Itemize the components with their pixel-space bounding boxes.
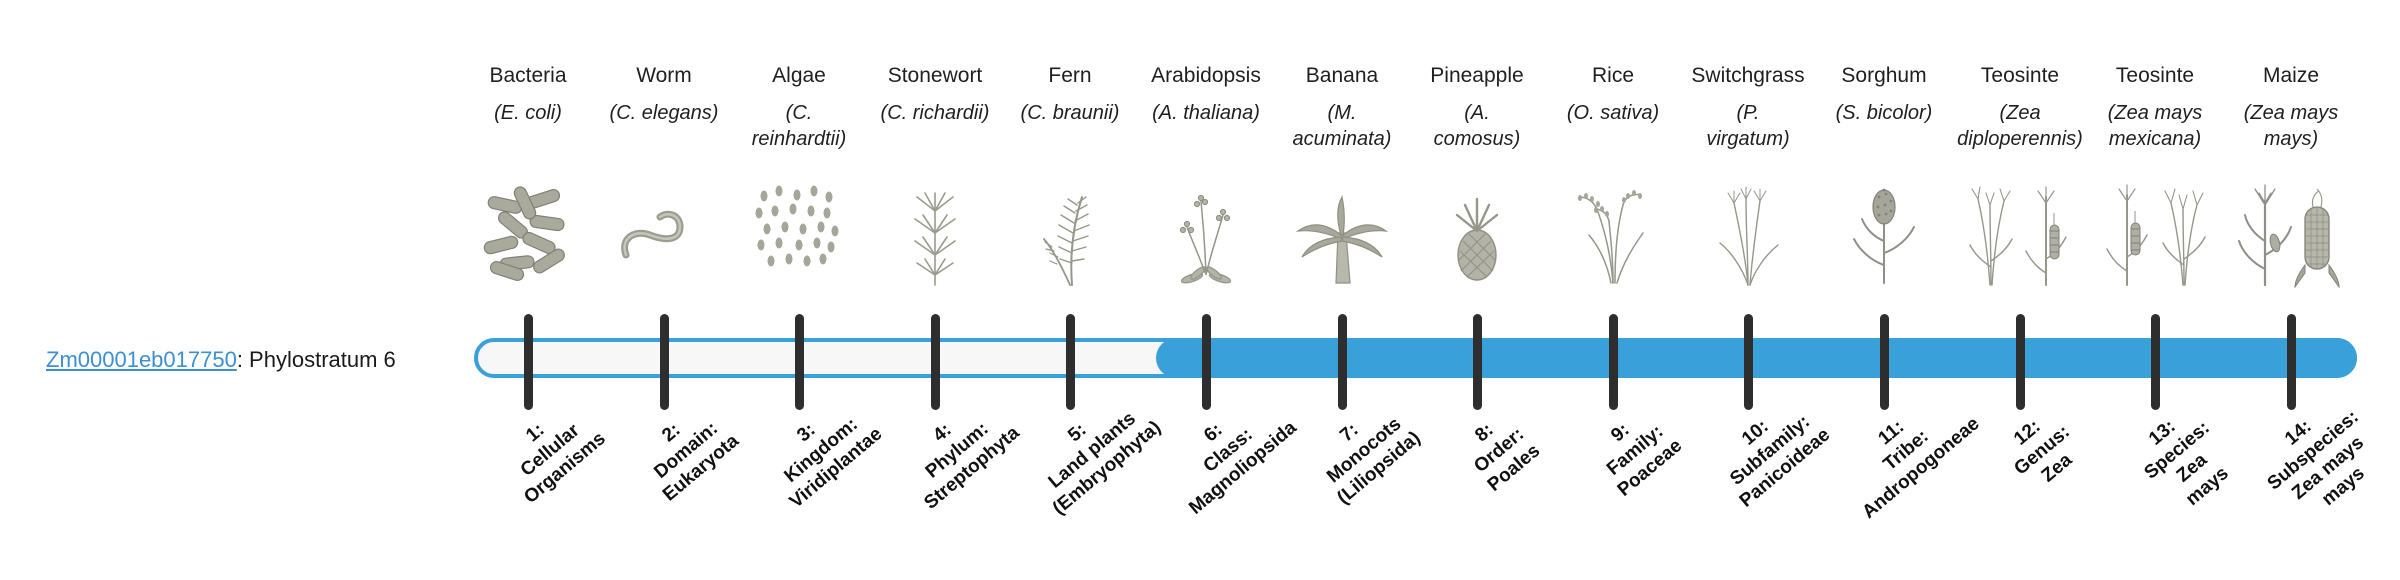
organism-name: Switchgrass xyxy=(1691,64,1805,87)
organism-illustration xyxy=(462,168,594,292)
organism-illustration xyxy=(1682,168,1814,292)
phylostratum-tick-mark xyxy=(2286,314,2296,410)
organism-column: Worm (C. elegans) 2: Domain: Eukaryota xyxy=(589,0,744,580)
organism-latin-name: (E. coli) xyxy=(494,102,562,124)
organism-column: Teosinte (Zea mays mexicana) xyxy=(2080,0,2232,580)
phylostratum-tick-mark xyxy=(2150,314,2160,410)
organism-column: Algae (C. reinhardtii) xyxy=(724,0,887,580)
phylostratum-tick-mark xyxy=(794,314,804,410)
organism-latin-name: (O. sativa) xyxy=(1566,102,1660,124)
rice-icon xyxy=(1578,190,1644,284)
banana-icon xyxy=(1295,195,1389,284)
organism-column: Rice (O. sativa) xyxy=(1538,0,1688,580)
sorghum-icon xyxy=(1853,188,1915,284)
organism-name: Teosinte xyxy=(1980,64,2060,87)
organism-name: Stonewort xyxy=(887,64,983,87)
organism-column: Arabidopsis (A. thaliana) xyxy=(1131,0,1301,580)
phylostratum-tick-mark xyxy=(1608,314,1618,410)
phylostratum-tick-mark xyxy=(1337,314,1347,410)
phylostrata-track xyxy=(474,338,2357,378)
organism-latin-name: (C. richardii) xyxy=(880,102,990,124)
organism-latin-name: (Zea mays mays) xyxy=(2243,102,2339,150)
phylostratum-tick-mark xyxy=(930,314,940,410)
organism-latin-name: (S. bicolor) xyxy=(1835,102,1933,124)
organism-illustration xyxy=(869,168,1001,292)
pineapple-icon xyxy=(1455,197,1499,281)
organism-latin-name: (Zea diploperennis) xyxy=(1957,102,2083,150)
switchgrass-icon xyxy=(1719,186,1779,286)
organism-illustration xyxy=(1547,168,1679,292)
phylostratum-tick-mark xyxy=(1065,314,1075,410)
organism-latin-name: (C. elegans) xyxy=(609,102,719,124)
gene-label: Zm00001eb017750: Phylostratum 6 xyxy=(46,347,396,373)
organism-name: Banana xyxy=(1305,64,1379,87)
organism-illustration xyxy=(2225,168,2357,292)
organism-column: Switchgrass (P. virgatum) 10: xyxy=(1673,0,1834,580)
phylostratum-tick-mark xyxy=(1201,314,1211,410)
organism-name: Rice xyxy=(1591,64,1634,87)
gene-link[interactable]: Zm00001eb017750 xyxy=(46,347,237,372)
phylostratum-tick-mark xyxy=(1879,314,1889,410)
organism-column: Bacteria (E. coli) 1: Cellular Orga xyxy=(453,0,610,580)
phylostratum-tick-mark xyxy=(1472,314,1482,410)
organism-name: Bacteria xyxy=(489,64,567,87)
organism-name: Worm xyxy=(636,64,692,87)
organism-latin-name: (A. comosus) xyxy=(1433,102,1521,150)
organism-latin-name: (P. virgatum) xyxy=(1706,102,1790,150)
organism-column: Stonewort (C. richardii) 4: Phylum: Stre… xyxy=(860,0,1024,580)
stratum-label: 8: Order: Poales xyxy=(1470,419,1545,497)
phylostratum-tick-mark xyxy=(1743,314,1753,410)
organism-name: Teosinte xyxy=(2115,64,2195,87)
organism-column: Sorghum (S. bicolor) 11: Tribe: Andropog… xyxy=(1809,0,1984,580)
organism-illustration xyxy=(1276,168,1408,292)
algae-icon xyxy=(755,185,839,267)
worm-icon xyxy=(621,210,684,259)
organism-illustration xyxy=(1140,168,1272,292)
organism-column: Banana (M. acuminata) 7: Monocots (Lilio… xyxy=(1267,0,1425,580)
gene-phylostratum-text: : Phylostratum 6 xyxy=(236,347,396,372)
organism-column: Maize (Zea mays mays) xyxy=(2216,0,2368,580)
organism-latin-name: (C. reinhardtii) xyxy=(751,102,847,150)
organism-name: Maize xyxy=(2262,64,2320,87)
maize-icon xyxy=(2238,184,2340,289)
organism-illustration xyxy=(2089,168,2221,292)
organism-name: Sorghum xyxy=(1841,64,1927,87)
organism-latin-name: (A. thaliana) xyxy=(1152,102,1260,124)
organism-illustration xyxy=(1954,168,2086,292)
teosinte-diploperennis-icon xyxy=(1969,186,2067,286)
organism-illustration xyxy=(1004,168,1136,292)
organism-latin-name: (C. braunii) xyxy=(1020,102,1120,124)
organism-name: Arabidopsis xyxy=(1151,64,1261,87)
organism-latin-name: (M. acuminata) xyxy=(1292,102,1392,150)
organism-latin-name: (Zea mays mexicana) xyxy=(2107,102,2203,150)
stratum-label: 14: Subspecies: Zea mays mays xyxy=(2263,406,2369,510)
stonewort-icon xyxy=(914,192,956,286)
organism-illustration xyxy=(598,168,730,292)
bacteria-icon xyxy=(483,186,565,281)
organism-illustration xyxy=(733,168,865,292)
organism-column: Fern (C. braunii) 5: Land plants (Embryo xyxy=(995,0,1166,580)
stratum-label: 12: Genus: Zea xyxy=(2010,415,2077,487)
organism-column: Teosinte (Zea diploperennis) xyxy=(1945,0,2095,580)
fern-icon xyxy=(1043,196,1090,286)
organism-name: Algae xyxy=(772,64,826,87)
stratum-label: 9: Family: Poaceae xyxy=(1603,419,1687,502)
arabidopsis-icon xyxy=(1179,194,1232,284)
organism-name: Fern xyxy=(1048,64,1092,87)
organism-illustration xyxy=(1411,168,1543,292)
organism-column: Pineapple (A. comosus) 8: Order: Poales xyxy=(1402,0,1552,580)
teosinte-mexicana-icon xyxy=(2106,184,2206,286)
organism-name: Pineapple xyxy=(1430,64,1524,87)
phylostratum-tick-mark xyxy=(2015,314,2025,410)
phylostratum-tick-mark xyxy=(523,314,533,410)
phylostratum-tick-mark xyxy=(659,314,669,410)
organism-illustration xyxy=(1818,168,1950,292)
